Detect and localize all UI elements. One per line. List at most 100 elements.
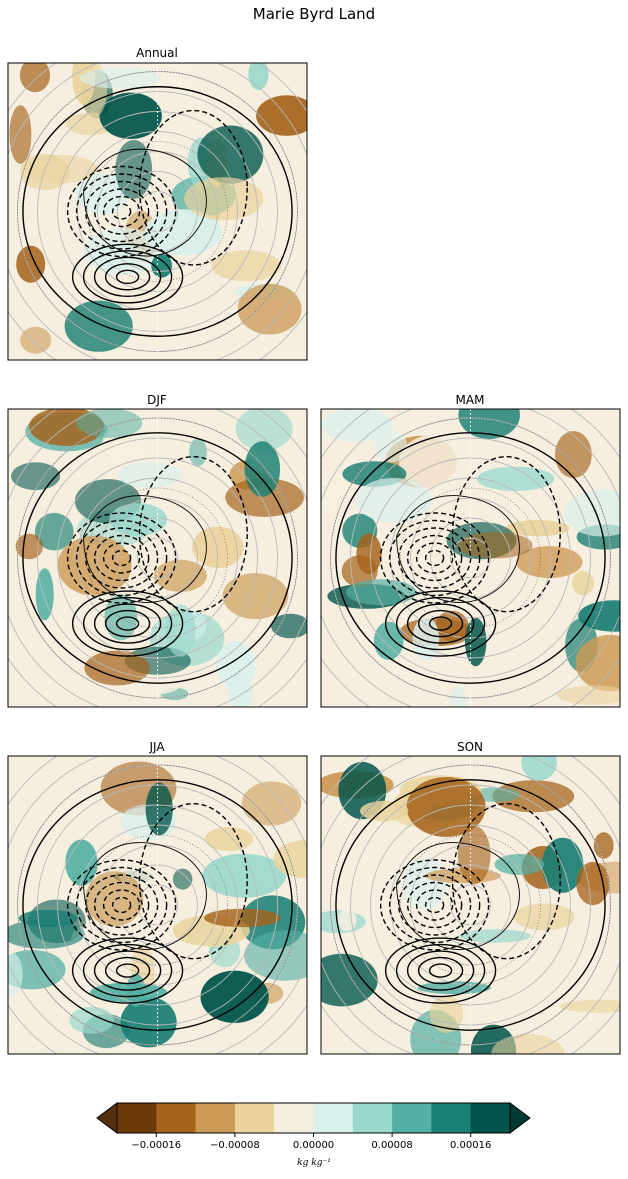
panel-title-annual: Annual [136,46,178,60]
contour-positive [22,432,293,684]
anomaly-blob [222,573,289,620]
contour-negative [138,802,248,960]
contour-negative [111,203,132,220]
anomaly-blob [235,409,293,451]
anomaly-blob [172,868,193,890]
panel-title-mam: MAM [456,393,485,407]
colorbar-tick-label: −0.00008 [210,1140,260,1151]
anomaly-blob [184,177,264,221]
panel-title-djf: DJF [147,393,167,407]
contour-positive [71,590,184,657]
colorbar-unit-label: kg kg⁻¹ [297,1158,331,1168]
anomaly-blob [20,326,52,354]
contour-negative [75,519,168,597]
contour-positive [104,956,151,985]
contour-negative [93,881,150,929]
colorbar-segment [274,1103,314,1133]
anomaly-blob [204,908,281,928]
contour-negative [451,802,561,960]
contour-negative [415,542,454,574]
anomaly-blob [170,63,192,88]
anomaly-blob [374,430,408,463]
anomaly-blob [175,756,217,781]
anomaly-blob [555,431,592,479]
anomaly-blob [16,245,46,283]
panel-title-son: SON [457,740,483,754]
colorbar-segment [195,1103,236,1133]
contour-negative [84,527,159,589]
anomaly-blob [575,634,620,692]
colorbar-segment [352,1103,393,1133]
contour-positive [82,943,173,998]
anomaly-blob [567,409,592,429]
panel-map-annual [8,63,307,360]
anomaly-blob [69,1006,114,1034]
contour-negative [379,859,490,951]
contour-positive [384,590,497,657]
anomaly-blob [516,546,583,579]
anomaly-blob [120,997,177,1048]
anomaly-blob [459,929,531,943]
anomaly-blob [412,617,440,661]
anomaly-blob [373,621,404,660]
panel-frame-jja [7,755,308,1055]
anomaly-blob [241,781,302,826]
panel-map-son [321,756,620,1054]
anomaly-blob [429,995,464,1033]
colorbar-tick-label: 0.00000 [293,1140,334,1151]
contour-positive [417,609,464,638]
anomaly-blob [513,903,575,931]
contour-negative [379,512,490,604]
contour-negative [102,889,141,921]
anomaly-blob [571,570,595,596]
contour-positive [335,779,606,1031]
anomaly-blob [346,579,417,606]
anomaly-blob [406,777,486,837]
panel-frame-annual [7,62,308,361]
anomaly-blob [99,92,162,139]
anomaly-blob [399,434,468,491]
contour-positive [22,86,293,337]
contour-negative [75,866,168,944]
anomaly-blob [355,478,432,523]
panel-map-djf [8,409,307,707]
contour-negative [424,896,445,914]
anomaly-blob [76,173,129,215]
anomaly-blob [204,827,254,851]
contour-positive [395,943,486,998]
contour-negative [93,534,150,582]
contour-negative [66,859,177,951]
anomaly-blob [79,67,162,89]
anomaly-blob [76,409,143,438]
anomaly-blob [19,63,51,93]
panel-son: SON [320,740,621,1055]
contour-negative [388,866,481,944]
contour-positive [71,243,184,311]
colorbar: −0.00016 −0.00008 0.00000 0.00008 0.00016 [96,1102,531,1151]
anomaly-blob [458,409,520,439]
anomaly-blob [189,438,207,467]
contour-positive [82,596,173,651]
anomaly-blob [165,604,196,657]
panel-jja: JJA [7,740,308,1055]
anomaly-blob [476,466,555,491]
anomaly-blob [321,953,378,1007]
colorbar-segment [392,1103,432,1133]
contour-negative [451,455,561,613]
latitude-circle [87,834,228,976]
contour-negative [388,519,481,597]
colorbar-extend-low [96,1102,118,1134]
colorbar-segment [234,1103,275,1133]
colorbar-tick-label: −0.00016 [131,1140,181,1151]
anomaly-blob [521,756,557,781]
figure-title: Marie Byrd Land [252,5,376,23]
contour-positive [428,616,453,631]
anomaly-blob [57,535,132,596]
anomaly-blob [271,613,307,639]
anomaly-blob [9,105,32,164]
contour-negative [75,173,168,250]
panel-title-jja: JJA [148,740,165,754]
panel-frame-djf [7,408,308,708]
colorbar-tick-label: 0.00016 [450,1140,491,1151]
anomaly-blob [8,953,23,997]
